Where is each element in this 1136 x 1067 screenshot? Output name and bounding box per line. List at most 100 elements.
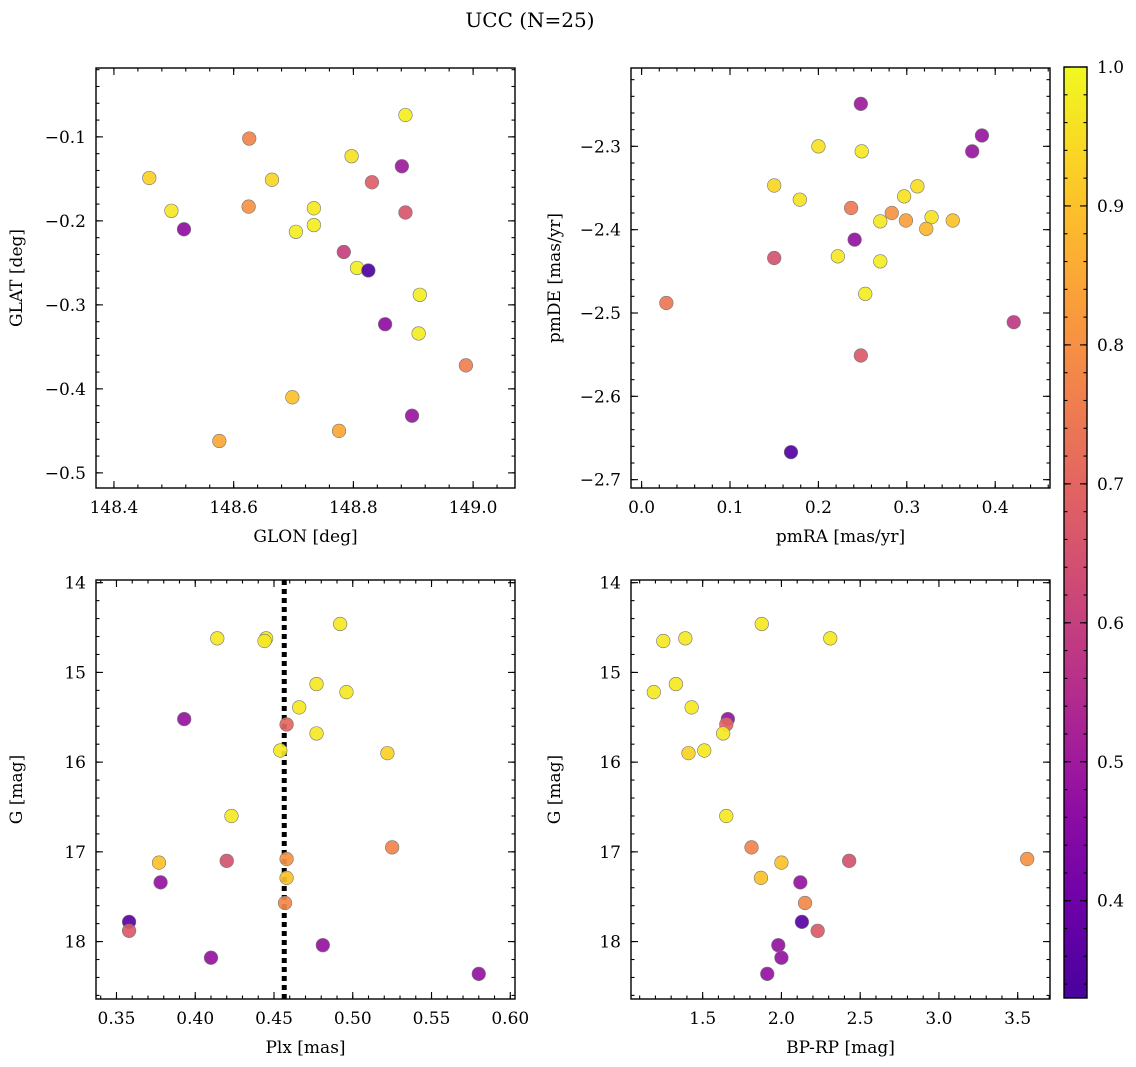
data-point bbox=[306, 217, 321, 233]
y-axis-label: G [mag] bbox=[7, 755, 27, 824]
x-tick-label: 0.45 bbox=[255, 1009, 293, 1029]
data-point bbox=[1006, 315, 1021, 330]
data-point bbox=[924, 210, 939, 225]
data-point bbox=[398, 205, 413, 220]
y-tick-label: −2.6 bbox=[580, 387, 621, 407]
colorbar-tick-label: 0.7 bbox=[1097, 475, 1124, 495]
data-point bbox=[853, 96, 868, 111]
y-tick-label: −0.4 bbox=[45, 380, 86, 400]
data-point bbox=[792, 192, 807, 207]
data-point bbox=[285, 390, 300, 405]
data-point bbox=[309, 676, 324, 692]
data-point bbox=[412, 287, 427, 302]
axes-frame bbox=[630, 579, 1051, 1000]
data-point bbox=[858, 286, 873, 301]
x-axis-label: BP-RP [mag] bbox=[786, 1038, 895, 1058]
x-tick-label: 148.8 bbox=[329, 498, 378, 518]
x-tick-label: 0.55 bbox=[413, 1009, 451, 1029]
subplots: 148.4 148.6 148.8 149.0 −0.5 −0.4 −0.3 −0.2 −0.1… bbox=[7, 67, 1051, 1058]
data-point bbox=[668, 676, 683, 692]
data-point bbox=[309, 726, 324, 741]
y-axis-label: GLAT [deg] bbox=[7, 229, 27, 327]
x-tick-label: 1.5 bbox=[689, 1009, 716, 1029]
data-point bbox=[767, 250, 782, 266]
data-point bbox=[1020, 851, 1035, 867]
y-tick-label: 18 bbox=[599, 933, 621, 953]
x-tick-label: 0.50 bbox=[334, 1009, 372, 1029]
axes-frame bbox=[95, 67, 516, 489]
y-axis-label: G [mag] bbox=[545, 755, 565, 824]
x-tick-label: 0.2 bbox=[805, 498, 832, 518]
data-point bbox=[744, 840, 759, 855]
data-point bbox=[873, 214, 888, 229]
data-point bbox=[404, 408, 420, 423]
x-axis-label: pmRA [mas/yr] bbox=[776, 527, 905, 547]
data-point bbox=[151, 855, 167, 870]
y-tick-label: −0.3 bbox=[45, 296, 86, 316]
y-tick-label: −2.5 bbox=[580, 304, 621, 324]
x-tick-label: 0.35 bbox=[98, 1009, 136, 1029]
data-point bbox=[292, 700, 307, 715]
data-point bbox=[164, 203, 179, 218]
figure-title: UCC (N=25) bbox=[465, 8, 594, 32]
x-tick-label: 3.5 bbox=[1004, 1009, 1031, 1029]
colorbar-tick-label: 0.8 bbox=[1097, 336, 1124, 356]
data-point bbox=[774, 855, 789, 870]
y-tick-label: 15 bbox=[64, 663, 86, 683]
data-point bbox=[210, 631, 225, 646]
data-point bbox=[176, 222, 192, 237]
data-point bbox=[331, 423, 347, 438]
data-point bbox=[684, 700, 699, 715]
axes-frame bbox=[95, 579, 516, 1000]
x-axis-label: GLON [deg] bbox=[253, 527, 357, 547]
x-tick-label: 148.6 bbox=[209, 498, 258, 518]
data-point bbox=[315, 938, 330, 953]
data-point bbox=[333, 616, 348, 632]
data-point bbox=[697, 743, 712, 758]
data-point bbox=[394, 159, 409, 174]
colorbar-tick-label: 1.0 bbox=[1097, 58, 1124, 78]
colorbar-tick-label: 0.9 bbox=[1097, 197, 1124, 217]
data-point bbox=[810, 923, 825, 938]
data-point bbox=[279, 870, 294, 885]
data-point bbox=[242, 131, 257, 146]
data-point bbox=[945, 213, 960, 228]
y-tick-label: 18 bbox=[64, 933, 86, 953]
colorbar-tick-label: 0.5 bbox=[1097, 753, 1124, 773]
data-point bbox=[177, 711, 192, 727]
y-tick-label: −2.3 bbox=[580, 137, 621, 157]
colorbar-tick-label: 0.6 bbox=[1097, 614, 1124, 634]
data-point bbox=[411, 326, 426, 341]
colorbar-frame bbox=[1063, 66, 1088, 999]
data-point bbox=[760, 966, 775, 981]
data-point bbox=[678, 631, 693, 646]
y-tick-label: −0.2 bbox=[45, 212, 86, 232]
data-point bbox=[754, 616, 769, 632]
data-point bbox=[919, 221, 934, 236]
data-point bbox=[471, 966, 486, 981]
data-point bbox=[753, 870, 769, 885]
y-tick-label: −2.7 bbox=[580, 471, 621, 491]
y-axis-label: pmDE [mas/yr] bbox=[545, 213, 565, 343]
x-tick-label: 0.0 bbox=[628, 498, 655, 518]
data-point bbox=[212, 433, 227, 449]
data-point bbox=[681, 746, 696, 761]
y-tick-label: 14 bbox=[599, 574, 621, 594]
data-point bbox=[783, 445, 799, 460]
data-point bbox=[774, 950, 789, 965]
data-point bbox=[121, 923, 137, 938]
data-point bbox=[844, 200, 859, 216]
panel-pmra-pmde: 0.0 0.1 0.2 0.3 0.4 −2.7 −2.6 −2.5 −2.4 −2.3 pmRA … bbox=[545, 67, 1051, 547]
data-point bbox=[458, 358, 474, 373]
data-point bbox=[965, 144, 980, 159]
data-point bbox=[659, 295, 674, 311]
data-point bbox=[646, 685, 661, 700]
data-point bbox=[656, 633, 671, 649]
x-tick-label: 0.3 bbox=[893, 498, 920, 518]
data-point bbox=[797, 895, 813, 911]
y-tick-label: 17 bbox=[599, 843, 621, 863]
data-point bbox=[277, 895, 293, 911]
x-tick-label: 3.0 bbox=[925, 1009, 952, 1029]
data-point bbox=[897, 189, 912, 204]
